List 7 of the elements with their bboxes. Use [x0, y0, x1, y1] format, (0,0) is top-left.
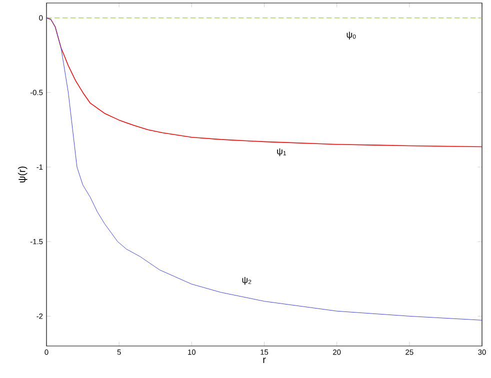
y-axis-title: ψ(r) — [18, 166, 28, 182]
x-axis-title: r — [263, 358, 266, 364]
line-series — [46, 18, 482, 148]
series-label: ψ$_{0}$ — [346, 32, 356, 40]
series-label: ψ$_{1}$ — [277, 148, 286, 156]
line-series — [46, 18, 482, 320]
series-label: ψ$_{2}$ — [242, 276, 252, 285]
